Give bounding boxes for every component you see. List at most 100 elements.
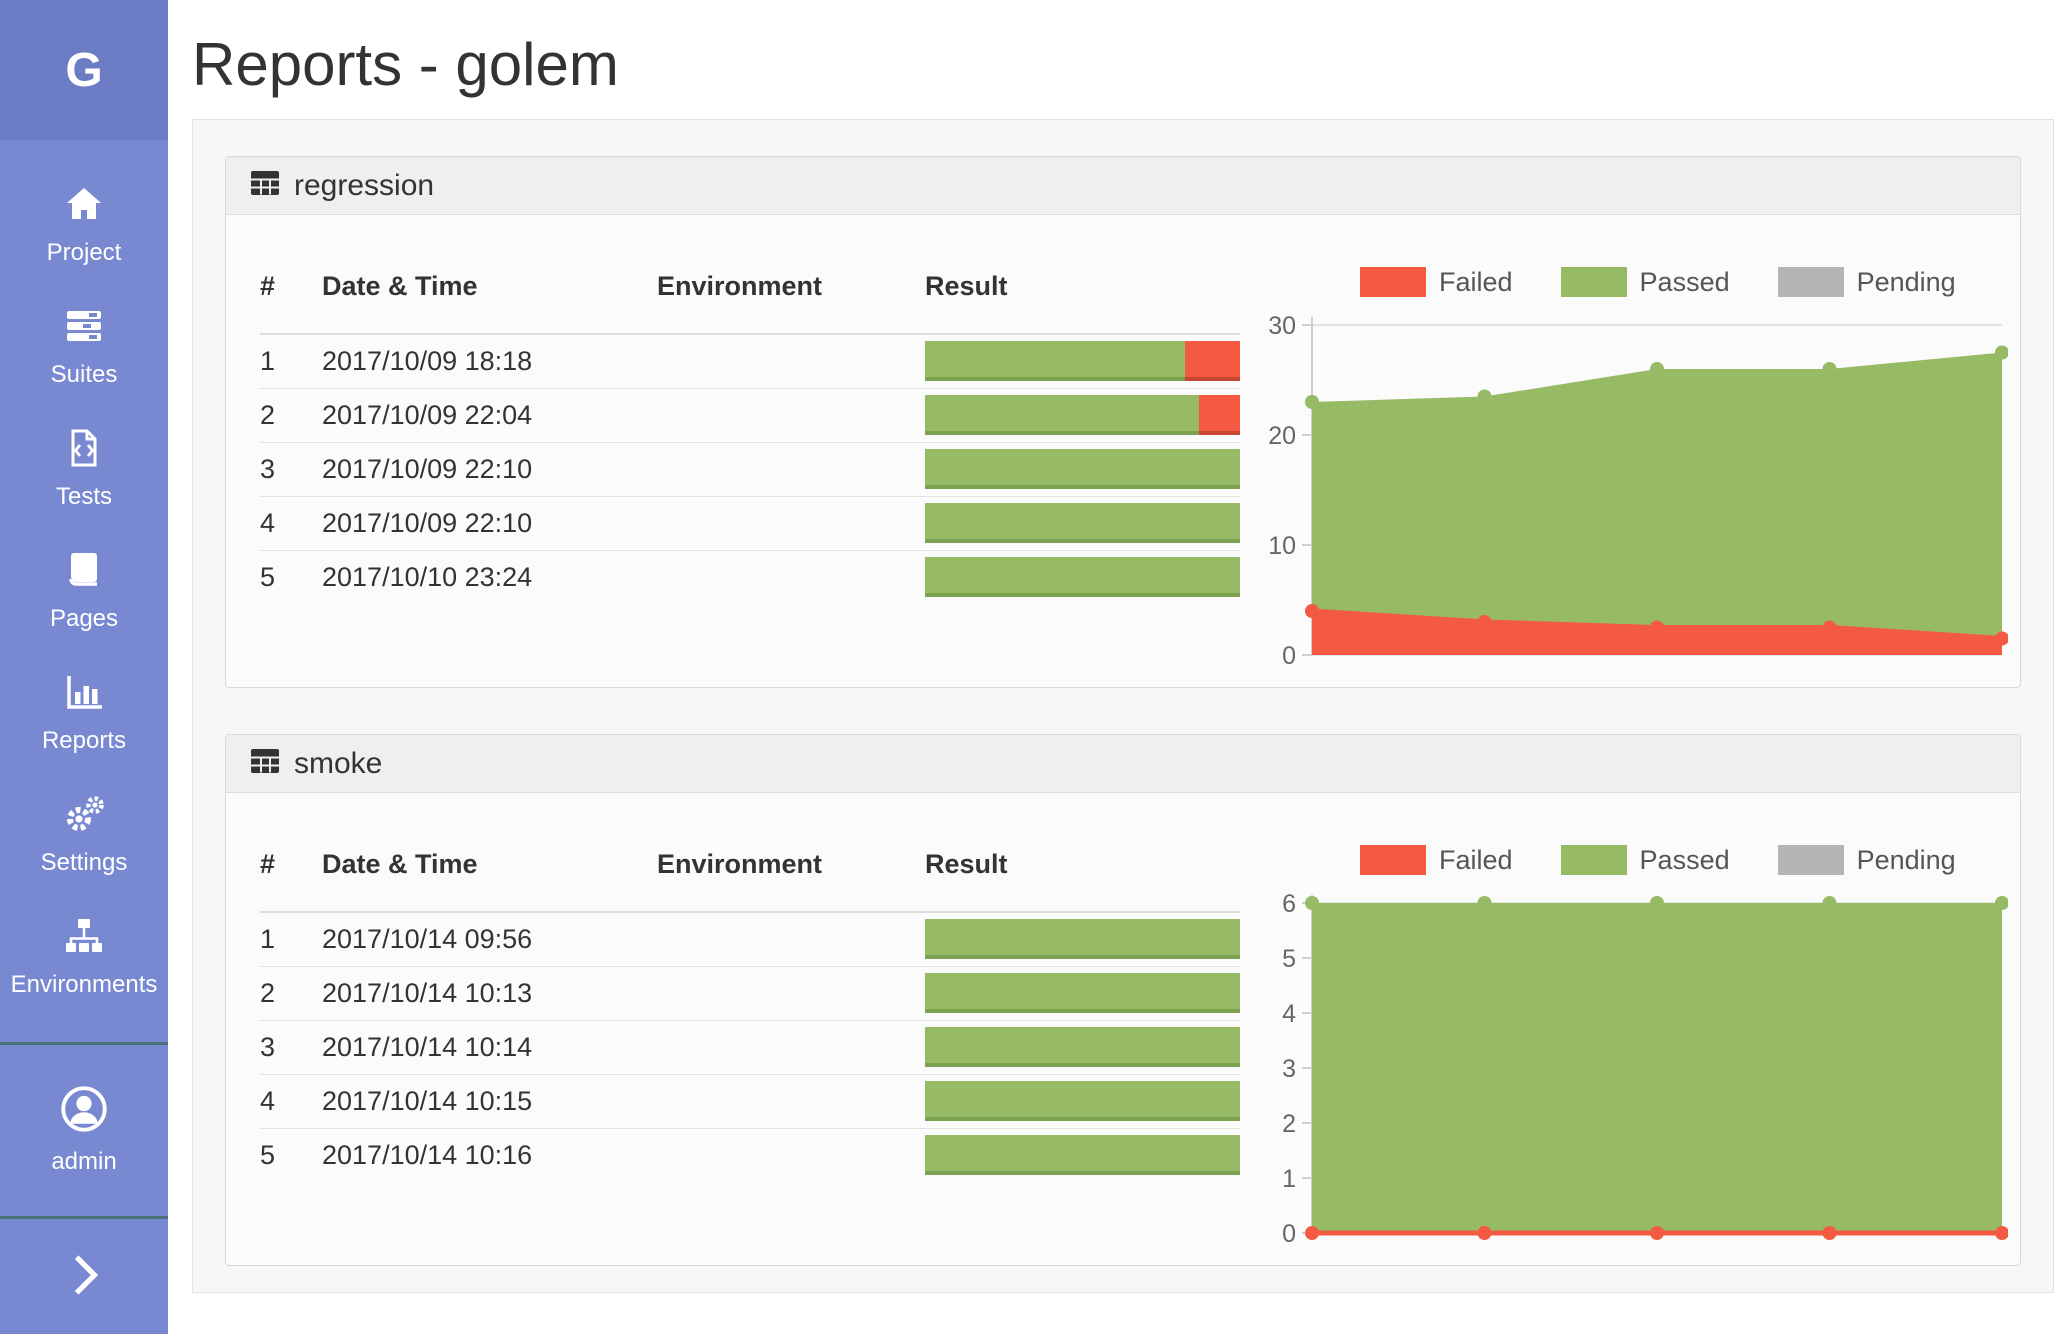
- chart-zone: Failed Passed Pending 0 10 20 30: [1268, 215, 2009, 687]
- result-bar: [925, 919, 1240, 960]
- sidebar-item-label: Project: [46, 238, 122, 266]
- svg-text:20: 20: [1268, 422, 1296, 450]
- sidebar-item-admin[interactable]: admin: [0, 1045, 168, 1216]
- result-bar-passed: [925, 1081, 1240, 1121]
- execution-row[interactable]: 3 2017/10/14 10:14: [260, 1019, 1240, 1074]
- execution-number: 5: [260, 1127, 322, 1182]
- execution-row[interactable]: 2 2017/10/14 10:13: [260, 965, 1240, 1020]
- chart-legend: Failed Passed Pending: [1360, 267, 2008, 297]
- sidebar-divider: [0, 1216, 168, 1219]
- sidebar-nav: Project Suites Tests Pages Reports Settings En…: [0, 140, 168, 1018]
- book-icon: [64, 550, 104, 595]
- sidebar-divider: [0, 1042, 168, 1045]
- execution-datetime: 2017/10/10 23:24: [322, 549, 657, 604]
- sidebar-collapse-button[interactable]: [0, 1219, 168, 1334]
- execution-datetime: 2017/10/14 10:13: [322, 965, 657, 1020]
- legend-item-passed[interactable]: Passed: [1560, 266, 1730, 298]
- legend-item-failed[interactable]: Failed: [1360, 845, 1513, 876]
- execution-datetime: 2017/10/09 18:18: [322, 345, 533, 376]
- sidebar-item-suites[interactable]: Suites: [0, 286, 168, 408]
- main-content: Reports - golem regression # Date & Time E…: [168, 0, 2066, 1334]
- legend-label: Passed: [1639, 266, 1730, 297]
- table-icon: [250, 748, 280, 780]
- execution-row[interactable]: 2 2017/10/09 22:04: [260, 387, 1240, 442]
- execution-row[interactable]: 1 2017/10/14 09:56: [260, 912, 1240, 966]
- legend-label: Failed: [1439, 266, 1513, 297]
- result-bar: [925, 1135, 1240, 1176]
- result-bar-failed: [1199, 395, 1240, 435]
- result-bar-passed: [925, 973, 1240, 1013]
- chart-legend: Failed Passed Pending: [1360, 845, 2008, 875]
- svg-text:3: 3: [1282, 1055, 1296, 1083]
- execution-number: 1: [260, 345, 276, 376]
- execution-result: [925, 441, 1240, 496]
- execution-environment: [657, 549, 925, 604]
- result-bar-passed: [925, 341, 1185, 382]
- result-bar-passed: [925, 919, 1240, 960]
- execution-row[interactable]: 3 2017/10/09 22:10: [260, 441, 1240, 496]
- legend-item-pending[interactable]: Pending: [1777, 267, 1956, 298]
- gears-icon: [64, 794, 104, 839]
- execution-datetime: 2017/10/09 22:10: [322, 441, 657, 496]
- result-bar: [925, 341, 1240, 382]
- legend-swatch: [1360, 845, 1426, 875]
- tasks-icon: [64, 306, 104, 351]
- panel-body: # Date & Time Environment Result 1 2017/10/0…: [226, 215, 2020, 687]
- user-label: admin: [51, 1148, 117, 1175]
- executions-table: # Date & Time Environment Result 1 2017/10/0…: [260, 215, 1240, 604]
- legend-item-failed[interactable]: Failed: [1360, 267, 1513, 298]
- execution-number: 3: [260, 441, 322, 496]
- user-circle-icon: [60, 1085, 108, 1138]
- execution-environment: [657, 495, 925, 550]
- chart-zone: Failed Passed Pending 0 1 2 3 4 5 6: [1268, 793, 2009, 1265]
- execution-row[interactable]: 5 2017/10/14 10:16: [260, 1127, 1240, 1182]
- sidebar-item-tests[interactable]: Tests: [0, 408, 168, 530]
- legend-item-pending[interactable]: Pending: [1777, 845, 1956, 876]
- column-header: #: [260, 793, 322, 913]
- execution-result: [925, 1127, 1240, 1182]
- sidebar-item-environments[interactable]: Environments: [0, 896, 168, 1018]
- sidebar-item-label: Suites: [50, 360, 118, 388]
- executions-area-chart: 0 10 20 30: [1268, 312, 2009, 670]
- sidebar: G Project Suites Tests Pages Reports Settings…: [0, 0, 168, 1334]
- sidebar-item-label: Pages: [49, 604, 119, 632]
- execution-row[interactable]: 5 2017/10/10 23:24: [260, 549, 1240, 604]
- suite-panel-smoke: smoke # Date & Time Environment Result 1 201…: [225, 734, 2021, 1266]
- app-logo[interactable]: G: [0, 0, 168, 140]
- execution-number: 4: [260, 495, 322, 550]
- legend-swatch: [1777, 845, 1844, 875]
- executions-area-chart: 0 1 2 3 4 5 6: [1282, 890, 2009, 1248]
- execution-datetime: 2017/10/14 10:16: [322, 1127, 657, 1182]
- result-bar-passed: [925, 1135, 1240, 1176]
- result-bar-passed: [925, 1027, 1240, 1067]
- table-icon: [250, 170, 280, 202]
- sidebar-item-settings[interactable]: Settings: [0, 774, 168, 896]
- chevron-right-icon: [61, 1251, 107, 1302]
- result-bar: [925, 503, 1240, 543]
- execution-number: 2: [260, 387, 322, 442]
- svg-text:1: 1: [1282, 1165, 1296, 1193]
- legend-item-passed[interactable]: Passed: [1560, 845, 1730, 876]
- execution-row[interactable]: 1 2017/10/09 18:18: [260, 334, 1240, 388]
- result-bar-passed: [925, 449, 1240, 489]
- execution-datetime: 2017/10/14 09:56: [322, 923, 533, 954]
- svg-text:5: 5: [1282, 945, 1296, 973]
- column-header: Environment: [657, 793, 925, 913]
- panel-title: regression: [294, 168, 435, 202]
- result-bar-failed: [1184, 341, 1240, 382]
- executions-table: # Date & Time Environment Result 1 2017/10/1…: [260, 793, 1240, 1182]
- sidebar-item-project[interactable]: Project: [0, 164, 168, 286]
- sidebar-item-reports[interactable]: Reports: [0, 652, 168, 774]
- execution-environment: [657, 1127, 925, 1182]
- execution-number: 1: [260, 923, 276, 954]
- result-bar: [925, 973, 1240, 1013]
- execution-number: 5: [260, 549, 322, 604]
- execution-datetime: 2017/10/09 22:10: [322, 495, 657, 550]
- code-file-icon: [64, 428, 104, 473]
- sidebar-item-pages[interactable]: Pages: [0, 530, 168, 652]
- execution-row[interactable]: 4 2017/10/09 22:10: [260, 495, 1240, 550]
- execution-row[interactable]: 4 2017/10/14 10:15: [260, 1073, 1240, 1128]
- sidebar-item-label: Reports: [41, 726, 127, 754]
- execution-datetime: 2017/10/09 22:04: [322, 387, 657, 442]
- suite-panel-regression: regression # Date & Time Environment Result…: [225, 156, 2021, 688]
